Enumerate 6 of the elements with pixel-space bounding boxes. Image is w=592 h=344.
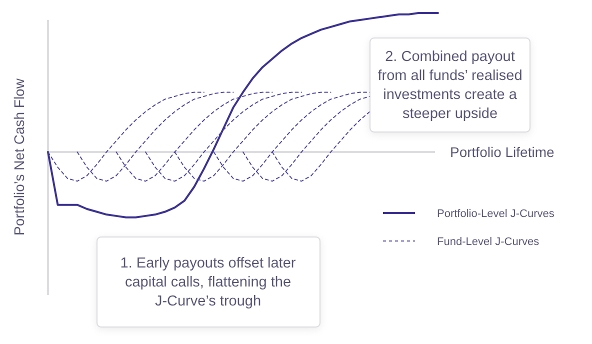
legend-label: Portfolio-Level J-Curves xyxy=(437,208,555,220)
legend-label: Fund-Level J-Curves xyxy=(437,236,540,248)
x-axis-title: Portfolio Lifetime xyxy=(450,144,554,160)
y-axis-title: Portfolio’s Net Cash Flow xyxy=(11,78,27,236)
annotation: 2. Combined payout from all funds’ realised investments create a steeper upside xyxy=(378,49,522,122)
text: 1. Early payouts offset later capital calls, flattening the J-Curve’s trough xyxy=(120,256,296,310)
